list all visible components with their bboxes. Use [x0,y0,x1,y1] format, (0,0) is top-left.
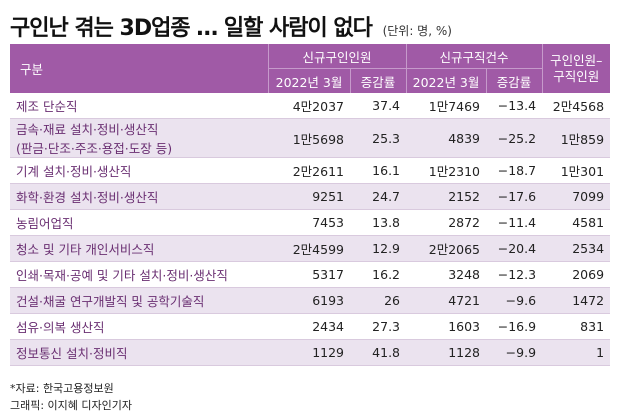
seekers-rate: −13.4 [486,93,543,119]
row-label-line1: 기계 설치·정비·생산직 [16,164,132,179]
table-row: 인쇄·목재·공예 및 기타 설치·정비·생산직 5317 16.2 3248 −12.3… [10,261,611,288]
row-label-line1: 정보통신 설치·정비직 [16,346,128,361]
gap-value: 1만301 [542,157,611,184]
seekers-rate: −17.6 [486,183,543,210]
row-label: 섬유·의복 생산직 [10,313,268,340]
row-label: 화학·환경 설치·정비·생산직 [10,183,268,210]
row-label-line2: (판금·단조·주조·용접·도장 등) [16,141,173,156]
seekers-value: 1만2310 [406,157,487,184]
row-label: 건설·채굴 연구개발직 및 공학기술직 [10,287,268,314]
header-seekers-rate: 증감률 [485,68,543,93]
row-label: 제조 단순직 [10,93,268,119]
graphic-credit: 그래픽: 이지혜 디자인기자 [10,399,133,412]
seekers-value: 3248 [406,261,487,288]
footer: *자료: 한국고용정보원 그래픽: 이지혜 디자인기자 [10,380,132,414]
seekers-value: 2152 [406,183,487,210]
seekers-rate: −9.9 [486,339,543,366]
offers-rate: 25.3 [350,118,407,158]
row-label-line1: 제조 단순직 [16,99,78,114]
offers-value: 2434 [268,313,350,340]
header-job-seekers: 신규구직건수 [405,44,543,69]
offers-value: 9251 [268,183,350,210]
offers-rate: 24.7 [350,183,407,210]
seekers-value: 4721 [406,287,487,314]
row-label-line1: 인쇄·목재·공예 및 기타 설치·정비·생산직 [16,268,228,283]
offers-rate: 27.3 [350,313,407,340]
offers-value: 5317 [268,261,350,288]
seekers-rate: −12.3 [486,261,543,288]
gap-value: 1 [542,339,611,366]
header-seekers-value: 2022년 3월 [405,68,487,93]
row-label: 청소 및 기타 개인서비스직 [10,235,268,262]
table-row: 기계 설치·정비·생산직 2만2611 16.1 1만2310 −18.7 1만301 [10,157,611,184]
row-label: 정보통신 설치·정비직 [10,339,268,366]
gap-value: 2069 [542,261,611,288]
header-category: 구분 [10,44,268,93]
header-gap-label: 구인인원–구직인원 [550,52,603,84]
header-offers-value: 2022년 3월 [267,68,350,93]
offers-rate: 13.8 [350,209,407,236]
title-bar: 구인난 겪는 3D업종 … 일할 사람이 없다 (단위: 명, %) [0,0,620,50]
header-job-offers: 신규구인인원 [267,44,407,69]
row-label-line1: 화학·환경 설치·정비·생산직 [16,190,159,205]
table-row: 건설·채굴 연구개발직 및 공학기술직 6193 26 4721 −9.6 1472 [10,287,611,314]
row-label: 금속·재료 설치·정비·생산직 (판금·단조·주조·용접·도장 등) [10,118,268,158]
row-label: 인쇄·목재·공예 및 기타 설치·정비·생산직 [10,261,268,288]
row-label-line1: 건설·채굴 연구개발직 및 공학기술직 [16,294,205,309]
gap-value: 2만4568 [542,93,611,119]
seekers-value: 4839 [406,118,487,158]
row-label-line1: 청소 및 기타 개인서비스직 [16,242,155,257]
table-row: 청소 및 기타 개인서비스직 2만4599 12.9 2만2065 −20.4 2534 [10,235,611,262]
row-label-line1: 농림어업직 [16,216,74,231]
offers-rate: 12.9 [350,235,407,262]
offers-rate: 16.1 [350,157,407,184]
table-row: 섬유·의복 생산직 2434 27.3 1603 −16.9 831 [10,313,611,340]
table-row: 제조 단순직 4만2037 37.4 1만7469 −13.4 2만4568 [10,93,611,119]
seekers-rate: −11.4 [486,209,543,236]
table-body: 제조 단순직 4만2037 37.4 1만7469 −13.4 2만4568 금속·재료 설… [10,93,611,366]
offers-value: 1129 [268,339,350,366]
offers-value: 6193 [268,287,350,314]
row-label: 기계 설치·정비·생산직 [10,157,268,184]
table-row: 화학·환경 설치·정비·생산직 9251 24.7 2152 −17.6 7099 [10,183,611,210]
seekers-value: 2만2065 [406,235,487,262]
seekers-rate: −18.7 [486,157,543,184]
table-row: 정보통신 설치·정비직 1129 41.8 1128 −9.9 1 [10,339,611,366]
gap-value: 831 [542,313,611,340]
seekers-value: 1만7469 [406,93,487,119]
gap-value: 7099 [542,183,611,210]
offers-rate: 37.4 [350,93,407,119]
table-row: 농림어업직 7453 13.8 2872 −11.4 4581 [10,209,611,236]
gap-value: 1만859 [542,118,611,158]
table-row: 금속·재료 설치·정비·생산직 (판금·단조·주조·용접·도장 등) 1만5698 2… [10,118,611,158]
offers-value: 7453 [268,209,350,236]
offers-value: 1만5698 [268,118,350,158]
seekers-value: 2872 [406,209,487,236]
unit-label: (단위: 명, %) [382,24,452,38]
gap-value: 2534 [542,235,611,262]
page-title: 구인난 겪는 3D업종 … 일할 사람이 없다 (단위: 명, %) [10,10,452,42]
offers-value: 4만2037 [268,93,350,119]
seekers-rate: −25.2 [486,118,543,158]
offers-rate: 41.8 [350,339,407,366]
seekers-rate: −9.6 [486,287,543,314]
header-gap: 구인인원–구직인원 [541,44,611,93]
seekers-value: 1128 [406,339,487,366]
source-note: *자료: 한국고용정보원 [10,382,114,395]
offers-rate: 26 [350,287,407,314]
offers-value: 2만4599 [268,235,350,262]
row-label-line1: 섬유·의복 생산직 [16,320,105,335]
offers-rate: 16.2 [350,261,407,288]
offers-value: 2만2611 [268,157,350,184]
gap-value: 1472 [542,287,611,314]
row-label-line1: 금속·재료 설치·정비·생산직 [16,122,159,137]
seekers-value: 1603 [406,313,487,340]
seekers-rate: −16.9 [486,313,543,340]
title-text: 구인난 겪는 3D업종 … 일할 사람이 없다 [10,16,373,41]
row-label: 농림어업직 [10,209,268,236]
data-table: 구분 신규구인인원 신규구직건수 구인인원–구직인원 2022년 3월 증감률 … [10,44,611,366]
gap-value: 4581 [542,209,611,236]
seekers-rate: −20.4 [486,235,543,262]
header-offers-rate: 증감률 [349,68,407,93]
